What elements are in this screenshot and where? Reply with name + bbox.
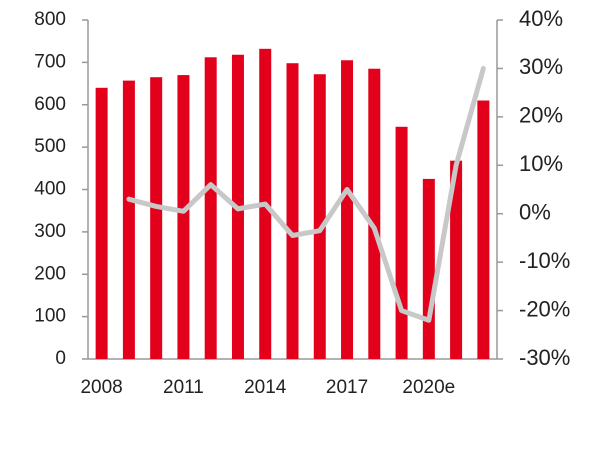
bar xyxy=(422,178,435,359)
y2-tick-label: 0% xyxy=(519,200,551,225)
y2-tick-label: -10% xyxy=(519,248,570,273)
x-tick-label: 2020e xyxy=(402,377,455,398)
y-tick-label: 400 xyxy=(34,179,66,200)
bar xyxy=(122,80,135,359)
y-tick-label: 700 xyxy=(34,51,66,72)
y2-tick-label: 40% xyxy=(519,6,563,31)
y2-tick-label: 30% xyxy=(519,54,563,79)
bar xyxy=(95,87,108,360)
bar xyxy=(368,68,381,359)
y-tick-label: 0 xyxy=(55,348,66,369)
bar xyxy=(177,75,190,360)
y-tick-label: 800 xyxy=(34,9,66,30)
line xyxy=(126,65,486,323)
x-tick-label: 2008 xyxy=(80,377,122,398)
x-tick-label: 2011 xyxy=(163,377,204,398)
bar xyxy=(341,60,354,359)
y-tick-label: 500 xyxy=(34,136,66,157)
y-tick-label: 300 xyxy=(34,221,66,242)
y-tick-label: 600 xyxy=(34,94,66,115)
x-tick-label: 2014 xyxy=(244,377,287,398)
bar xyxy=(395,126,408,359)
y2-tick-label: 20% xyxy=(519,103,563,128)
y2-tick-label: -30% xyxy=(519,345,570,370)
bar xyxy=(286,63,299,359)
y-tick-label: 100 xyxy=(34,306,66,327)
bar xyxy=(150,77,163,360)
y2-tick-label: 10% xyxy=(519,151,563,176)
y-tick-label: 200 xyxy=(34,263,66,284)
bar xyxy=(313,74,326,360)
y2-tick-label: -20% xyxy=(519,296,570,321)
bar xyxy=(477,100,490,359)
x-tick-label: 2017 xyxy=(326,377,368,398)
bar xyxy=(450,160,463,359)
bar xyxy=(204,57,217,359)
